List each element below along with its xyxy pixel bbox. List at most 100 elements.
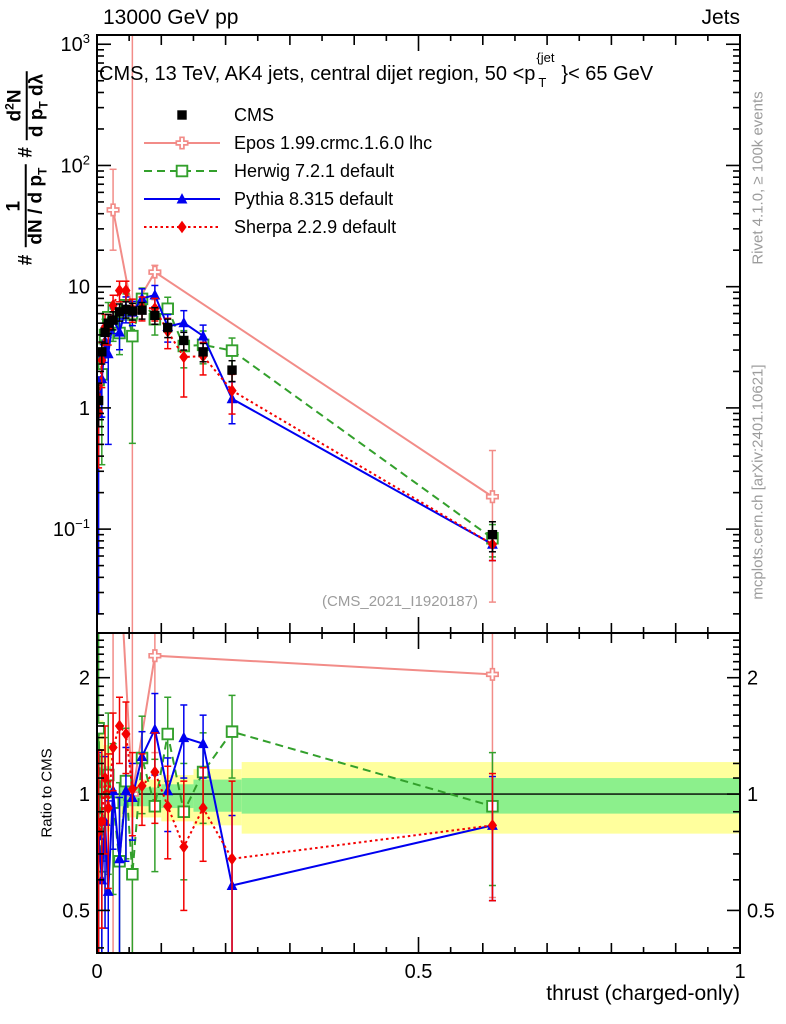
ratio-panel: [97, 633, 740, 953]
axis-tick-label: 1: [79, 784, 90, 806]
data-marker: [487, 529, 498, 540]
frac1-den-a: dN / d p: [25, 174, 47, 245]
data-marker: [126, 329, 139, 343]
data-marker: [114, 284, 125, 297]
axis-tick-label: 1: [747, 784, 758, 806]
data-marker: [114, 852, 125, 864]
data-marker: [487, 819, 498, 832]
axis-tick-label: 0.5: [405, 961, 433, 983]
plot-title: CMS, 13 TeV, AK4 jets, central dijet reg…: [99, 50, 654, 90]
axis-tick-label: 103: [61, 31, 90, 56]
data-marker: [225, 725, 239, 738]
legend-label: Pythia 8.315 default: [234, 188, 394, 209]
legend-item-pythia: Pythia 8.315 default: [142, 185, 432, 213]
legend-item-cms: CMS: [142, 101, 432, 129]
uncertainty-band-green: [97, 753, 104, 832]
data-marker: [179, 350, 189, 364]
data-marker: [175, 136, 189, 150]
data-marker: [197, 737, 209, 749]
data-marker: [120, 784, 132, 796]
axis-tick-label: 10−1: [53, 516, 90, 541]
data-marker: [179, 335, 189, 346]
axis-tick-label: 2: [79, 668, 90, 690]
data-marker: [149, 723, 161, 734]
frac2-num-a: d: [4, 109, 26, 122]
ratio-axis-label: Ratio to CMS: [38, 748, 56, 838]
pythia-marker-icon: [144, 193, 220, 204]
axis-tick-label: 1: [734, 961, 745, 983]
axis-tick-label: 0.5: [747, 900, 775, 922]
data-marker: [485, 667, 499, 681]
data-marker: [97, 347, 107, 357]
analysis-group-label: Jets: [701, 6, 740, 29]
data-marker: [178, 316, 190, 328]
data-marker: [106, 203, 120, 217]
data-marker: [108, 741, 118, 754]
fraction-1: 1 dN / d pT: [4, 164, 50, 248]
frac1-den-sub: T: [35, 167, 50, 175]
frac2-den: d pT dλ: [26, 71, 51, 140]
axis-tick-label: 1: [79, 398, 90, 420]
epos-line: [112, 209, 493, 498]
frac1-den: dN / d pT: [25, 165, 50, 248]
data-marker: [137, 305, 147, 315]
data-marker: [121, 727, 131, 741]
main-panel: [97, 35, 499, 633]
cms-marker-icon: [177, 110, 187, 120]
data-marker: [148, 265, 162, 279]
data-marker: [97, 721, 105, 735]
rivet-version-note: Rivet 4.1.0, ≥ 100k events: [749, 91, 767, 265]
data-marker: [114, 326, 125, 337]
pt-sup: {jet: [536, 50, 555, 65]
data-marker: [148, 649, 162, 663]
data-marker: [121, 284, 131, 297]
axis-tick-label: 0.5: [62, 900, 90, 922]
data-marker: [161, 727, 174, 741]
plot-title-tail: }< 65 GeV: [561, 63, 654, 85]
pt-sub: T: [538, 75, 547, 90]
legend-label: Sherpa 2.2.9 default: [234, 216, 397, 237]
data-marker: [126, 868, 139, 881]
frac2-num-sup: 2: [2, 103, 17, 110]
data-marker: [227, 365, 237, 375]
pythia-line: [97, 293, 493, 546]
frac2-den-b: dλ: [26, 73, 48, 102]
legend-item-herwig: Herwig 7.2.1 default: [142, 157, 432, 185]
data-marker: [97, 395, 104, 406]
epos-ratio-line: [122, 633, 493, 795]
data-marker: [197, 330, 209, 341]
sherpa-marker-icon: [144, 220, 220, 234]
legend-label: Herwig 7.2.1 default: [234, 160, 395, 181]
frac2-den-a: d p: [26, 108, 48, 138]
legend-label: CMS: [234, 104, 274, 125]
beam-energy-label: 13000 GeV pp: [103, 6, 239, 29]
legend-item-epos: Epos 1.99.crmc.1.6.0 lhc: [142, 129, 432, 157]
pt-supsub: {jet T: [535, 50, 561, 90]
watermark: (CMS_2021_I1920187): [322, 593, 478, 610]
data-marker: [227, 384, 237, 397]
x-axis-title: thrust (charged-only): [546, 982, 740, 1005]
data-marker: [127, 306, 138, 316]
data-marker: [149, 289, 161, 300]
data-marker: [150, 765, 160, 779]
data-marker: [161, 302, 174, 315]
data-marker: [127, 782, 137, 796]
data-marker: [175, 164, 189, 178]
data-marker: [198, 801, 208, 815]
hash-symbol: #: [16, 147, 37, 158]
frac2-den-sub: T: [36, 101, 51, 109]
data-marker: [178, 731, 190, 743]
axis-tick-label: 10: [68, 277, 90, 299]
axis-tick-label: 102: [61, 152, 90, 177]
data-marker: [177, 110, 187, 120]
y-axis-formula: # 1 dN / d pT # d2N d pT dλ: [2, 70, 51, 266]
data-marker: [100, 771, 110, 785]
sherpa-line: [97, 289, 493, 546]
data-marker: [485, 490, 499, 504]
data-marker: [177, 220, 187, 234]
hash-symbol: #: [16, 254, 37, 266]
legend: CMS Epos 1.99.crmc.1.6.0 lhc Herwig 7.2.…: [142, 101, 432, 241]
